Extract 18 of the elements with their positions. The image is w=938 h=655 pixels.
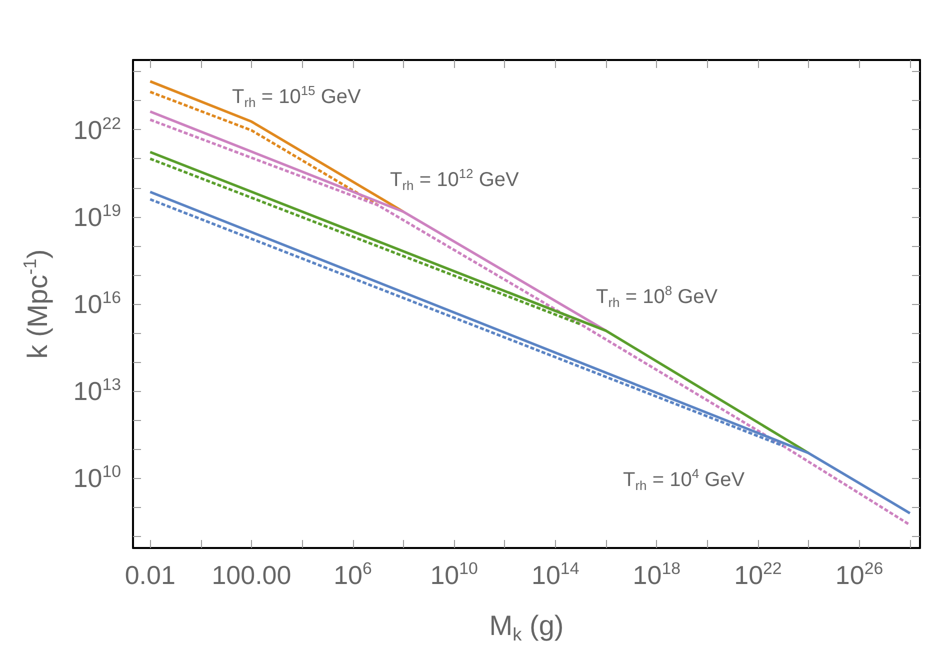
x-tick-label: 10$^{6}$ xyxy=(334,558,372,590)
x-tick-label: 10$^{26}$ xyxy=(835,558,884,590)
y-tick-label: 10$^{16}$ xyxy=(73,288,121,319)
y-tick-label: 10$^{10}$ xyxy=(73,462,121,494)
annotation: T$_{rh}$ = 10$^{8}$ GeV xyxy=(594,283,720,310)
annotation: T$_{rh}$ = 10$^{4}$ GeV xyxy=(621,466,747,493)
x-tick-label: 100.00 xyxy=(212,560,292,590)
y-tick-label: 10$^{22}$ xyxy=(73,114,121,145)
annotation: T$_{rh}$ = 10$^{12}$ GeV xyxy=(388,166,521,193)
x-tick-label: 0.01 xyxy=(124,560,176,590)
x-tick-label: 10$^{10}$ xyxy=(430,558,478,590)
x-tick-label: 10$^{14}$ xyxy=(532,558,580,590)
annotation: T$_{rh}$ = 10$^{15}$ GeV xyxy=(230,83,363,110)
y-tick-label: 10$^{13}$ xyxy=(73,375,121,406)
y-tick-label: 10$^{19}$ xyxy=(73,200,121,232)
x-tick-label: 10$^{18}$ xyxy=(632,558,681,590)
x-tick-label: 10$^{22}$ xyxy=(734,558,782,590)
x-axis-title: M$_{k}$ (g) xyxy=(489,610,564,644)
